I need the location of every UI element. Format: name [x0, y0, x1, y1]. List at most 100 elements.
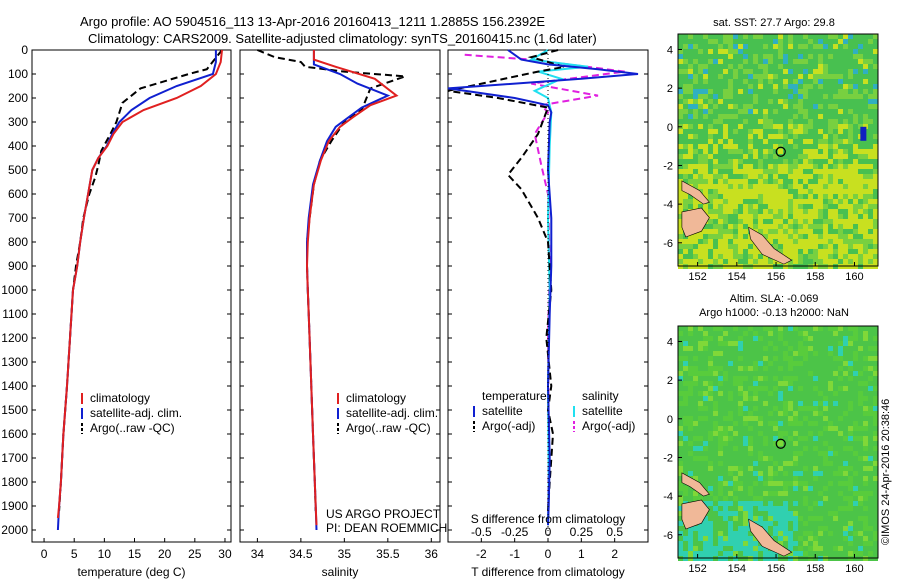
sla_map-cell — [748, 386, 753, 391]
sla_map-cell — [738, 516, 743, 521]
sla_map-cell — [753, 441, 758, 446]
sla_map-cell — [733, 326, 738, 331]
sla_map-cell — [828, 396, 833, 401]
sla_map-cell — [758, 501, 763, 506]
sst_map-cell — [853, 64, 858, 69]
sst_map-cell — [793, 129, 798, 134]
sla_map-cell — [778, 341, 783, 346]
sla_map-cell — [833, 361, 838, 366]
sst_map-cell — [718, 139, 723, 144]
sst_map-cell — [858, 259, 863, 264]
sst_map-cell — [863, 144, 868, 149]
sst_map-cell — [753, 104, 758, 109]
sst_map-cell — [843, 189, 848, 194]
sla_map-cell — [723, 381, 728, 386]
sst_map-cell — [868, 84, 873, 89]
sst_map-cell — [863, 114, 868, 119]
sla_map-cell — [688, 351, 693, 356]
sla_map-cell — [813, 326, 818, 331]
sst_map-cell — [853, 214, 858, 219]
sla_map-cell — [828, 391, 833, 396]
sla_map-cell — [683, 336, 688, 341]
sst_map-cell — [723, 179, 728, 184]
sst_map-cell — [858, 109, 863, 114]
sla_map-cell — [788, 346, 793, 351]
sla_map-cell — [868, 391, 873, 396]
sla_map-cell — [688, 366, 693, 371]
sla_map-cell — [708, 401, 713, 406]
sla_map-cell — [693, 446, 698, 451]
sst_map-cell — [683, 34, 688, 39]
sla_map-cell — [823, 501, 828, 506]
sst_map-cell — [718, 99, 723, 104]
sst_map-cell — [843, 179, 848, 184]
sla_map-cell — [693, 406, 698, 411]
sst_map-cell — [833, 254, 838, 259]
sst_map-cell — [873, 64, 878, 69]
sla_map-cell — [723, 526, 728, 531]
salinity-legend-label: climatology — [346, 391, 406, 405]
sst_map-cell — [843, 224, 848, 229]
sla_map-cell — [803, 456, 808, 461]
sla_map-cell — [773, 401, 778, 406]
sla_map-cell — [833, 401, 838, 406]
sst_map-cell — [678, 99, 683, 104]
sst_map-cell — [763, 204, 768, 209]
sst_map-cell — [753, 109, 758, 114]
sla_map-cell — [848, 541, 853, 546]
sst_map-cell — [743, 149, 748, 154]
sla_map-cell — [818, 521, 823, 526]
difference-stick-label: 0.25 — [570, 525, 594, 539]
sst_map-cell — [728, 69, 733, 74]
sst_map-cell — [853, 154, 858, 159]
sst_map-cell — [858, 79, 863, 84]
sst_map-cell — [858, 199, 863, 204]
sst_map-cell — [728, 254, 733, 259]
sst_map-cell — [793, 134, 798, 139]
sla_map-cell — [798, 376, 803, 381]
sla_map-cell — [843, 526, 848, 531]
sst_map-cell — [728, 149, 733, 154]
sla_map-cell — [748, 326, 753, 331]
temperature-ytick-label: 1900 — [1, 499, 28, 513]
sst_map-cell — [678, 64, 683, 69]
sst_map-cell — [718, 184, 723, 189]
sst_map-cell — [873, 209, 878, 214]
sst_map-cell — [713, 99, 718, 104]
sst_map-cell — [813, 69, 818, 74]
sst_map-cell — [798, 254, 803, 259]
sst_map-cell — [733, 259, 738, 264]
sla_map-cell — [748, 541, 753, 546]
sst_map-cell — [748, 79, 753, 84]
sst_map-cell — [833, 219, 838, 224]
sst_map-cell — [858, 119, 863, 124]
sst_map-cell — [783, 179, 788, 184]
sst_map-cell — [718, 64, 723, 69]
sst_map-cell — [823, 54, 828, 59]
sla_map-cell — [873, 531, 878, 536]
sla_map-cell — [768, 491, 773, 496]
sla_map-cell — [683, 456, 688, 461]
sla_map-cell — [773, 381, 778, 386]
sst_map-cell — [768, 204, 773, 209]
sla_map-cell — [718, 381, 723, 386]
sla_map-cell — [733, 466, 738, 471]
sst_map-cell — [813, 134, 818, 139]
sla_map-cell — [808, 381, 813, 386]
sla_map-cell — [868, 481, 873, 486]
sla_map-cell — [768, 401, 773, 406]
sla_map-cell — [833, 396, 838, 401]
sla_map-cell — [788, 326, 793, 331]
sst_map-cell — [853, 94, 858, 99]
sst_map-cell — [708, 154, 713, 159]
sst_map-cell — [713, 164, 718, 169]
sst_map-cell — [758, 159, 763, 164]
sst_map-cell — [718, 89, 723, 94]
sst_map-cell — [748, 149, 753, 154]
sst_map-cell — [843, 144, 848, 149]
sst_map-cell — [763, 224, 768, 229]
sst_map-cell — [853, 84, 858, 89]
sst_map-cell — [773, 74, 778, 79]
sst_map-cell — [723, 74, 728, 79]
sla_map-cell — [828, 411, 833, 416]
